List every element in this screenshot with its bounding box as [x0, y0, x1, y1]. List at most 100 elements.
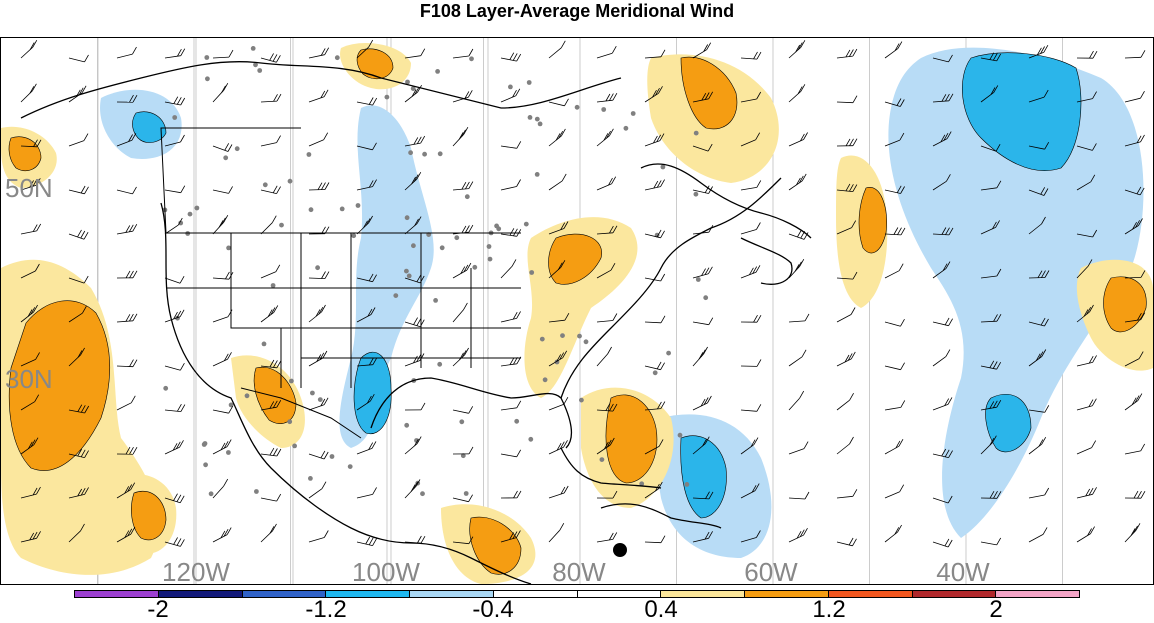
- station-dot: [223, 155, 228, 160]
- wind-barb: [453, 495, 473, 502]
- wind-barb: [837, 139, 857, 146]
- wind-barb: [789, 350, 806, 366]
- wind-barb: [357, 537, 377, 546]
- station-dot: [393, 293, 398, 298]
- wind-barb: [789, 391, 804, 410]
- wind-barb: [645, 230, 665, 238]
- wind-barb: [549, 41, 565, 58]
- colorbar: [74, 590, 1080, 598]
- wind-barb: [837, 489, 857, 498]
- wind-barb: [213, 272, 233, 279]
- wind-barb: [1125, 444, 1145, 454]
- wind-barb: [501, 228, 521, 236]
- wind-barb: [405, 403, 425, 410]
- wind-barb: [213, 479, 228, 498]
- wind-barb: [645, 536, 665, 543]
- wind-barb: [597, 347, 612, 366]
- wind-barb: [645, 316, 665, 323]
- wind-barb: [549, 440, 568, 454]
- station-dot: [528, 437, 533, 442]
- station-dot: [538, 122, 543, 127]
- wind-barb: [645, 180, 665, 190]
- station-dot: [535, 117, 540, 122]
- wind-barb: [741, 359, 761, 366]
- station-dot: [472, 265, 477, 270]
- wind-barb: [885, 525, 902, 542]
- wind-barb: [885, 228, 905, 235]
- wind-barb: [213, 83, 228, 102]
- wind-barb: [1125, 91, 1145, 102]
- wind-barb: [405, 536, 425, 543]
- wind-barb: [1077, 441, 1096, 454]
- station-dot: [245, 393, 250, 398]
- station-dot: [465, 194, 470, 199]
- station-dot: [385, 95, 390, 100]
- station-dot: [209, 491, 214, 496]
- wind-barb: [261, 524, 277, 542]
- station-dot: [527, 80, 532, 85]
- wind-barb: [501, 401, 521, 410]
- wind-barb: [885, 400, 905, 410]
- wind-barb: [261, 216, 276, 234]
- wind-barb: [789, 442, 808, 454]
- station-dot: [678, 433, 683, 438]
- wind-barb: [741, 180, 761, 190]
- station-dot: [279, 223, 284, 228]
- station-dot: [172, 115, 177, 120]
- station-dot: [666, 351, 671, 356]
- wind-barb: [789, 314, 809, 322]
- station-dot: [487, 244, 492, 249]
- lat-label: 50N: [5, 173, 53, 203]
- station-dot: [440, 245, 445, 250]
- wind-barb: [693, 347, 708, 366]
- wind-barb: [885, 363, 905, 370]
- station-dot: [631, 111, 636, 116]
- wind-barb: [453, 263, 471, 278]
- wind-barb: [261, 53, 280, 62]
- wind-barb: [261, 494, 281, 501]
- wind-barb: [933, 539, 952, 547]
- wind-barb: [597, 532, 617, 542]
- station-dot: [318, 397, 323, 402]
- wind-barb: [117, 271, 137, 278]
- wind-barb: [117, 314, 137, 322]
- wind-barb: [309, 272, 329, 279]
- station-dot: [163, 386, 168, 391]
- wind-barb: [261, 136, 281, 146]
- station-dot: [437, 362, 442, 367]
- wind-barb: [405, 479, 420, 498]
- station-dot: [543, 377, 548, 382]
- wind-barb: [117, 187, 137, 194]
- station-dot: [624, 126, 629, 131]
- station-dot: [703, 295, 708, 300]
- lon-label: 120W: [162, 557, 230, 584]
- wind-barb: [597, 93, 617, 102]
- wind-barb: [1125, 50, 1145, 58]
- wind-barb: [981, 538, 1001, 545]
- wind-barb: [501, 259, 516, 278]
- station-dot: [494, 224, 499, 229]
- colorbar-tick-label: -0.4: [472, 597, 513, 623]
- wind-barb: [453, 127, 468, 146]
- wind-barb: [741, 265, 760, 278]
- chart-title: F108 Layer-Average Meridional Wind: [0, 0, 1154, 22]
- wind-barb: [357, 98, 377, 106]
- station-dot: [292, 444, 297, 449]
- wind-barb: [213, 50, 233, 58]
- station-dot: [433, 298, 438, 303]
- wind-barb: [789, 174, 806, 190]
- station-dot: [289, 379, 294, 384]
- wind-barb: [165, 218, 182, 234]
- station-dot: [694, 131, 699, 136]
- station-dot: [203, 462, 208, 467]
- station-dot: [202, 442, 207, 447]
- station-dot: [404, 269, 409, 274]
- wind-barb: [309, 531, 328, 543]
- station-dot: [407, 274, 412, 279]
- wind-barb: [1077, 399, 1096, 410]
- station-dot: [251, 46, 256, 51]
- wind-barb: [789, 84, 805, 102]
- lon-label: 60W: [744, 557, 798, 584]
